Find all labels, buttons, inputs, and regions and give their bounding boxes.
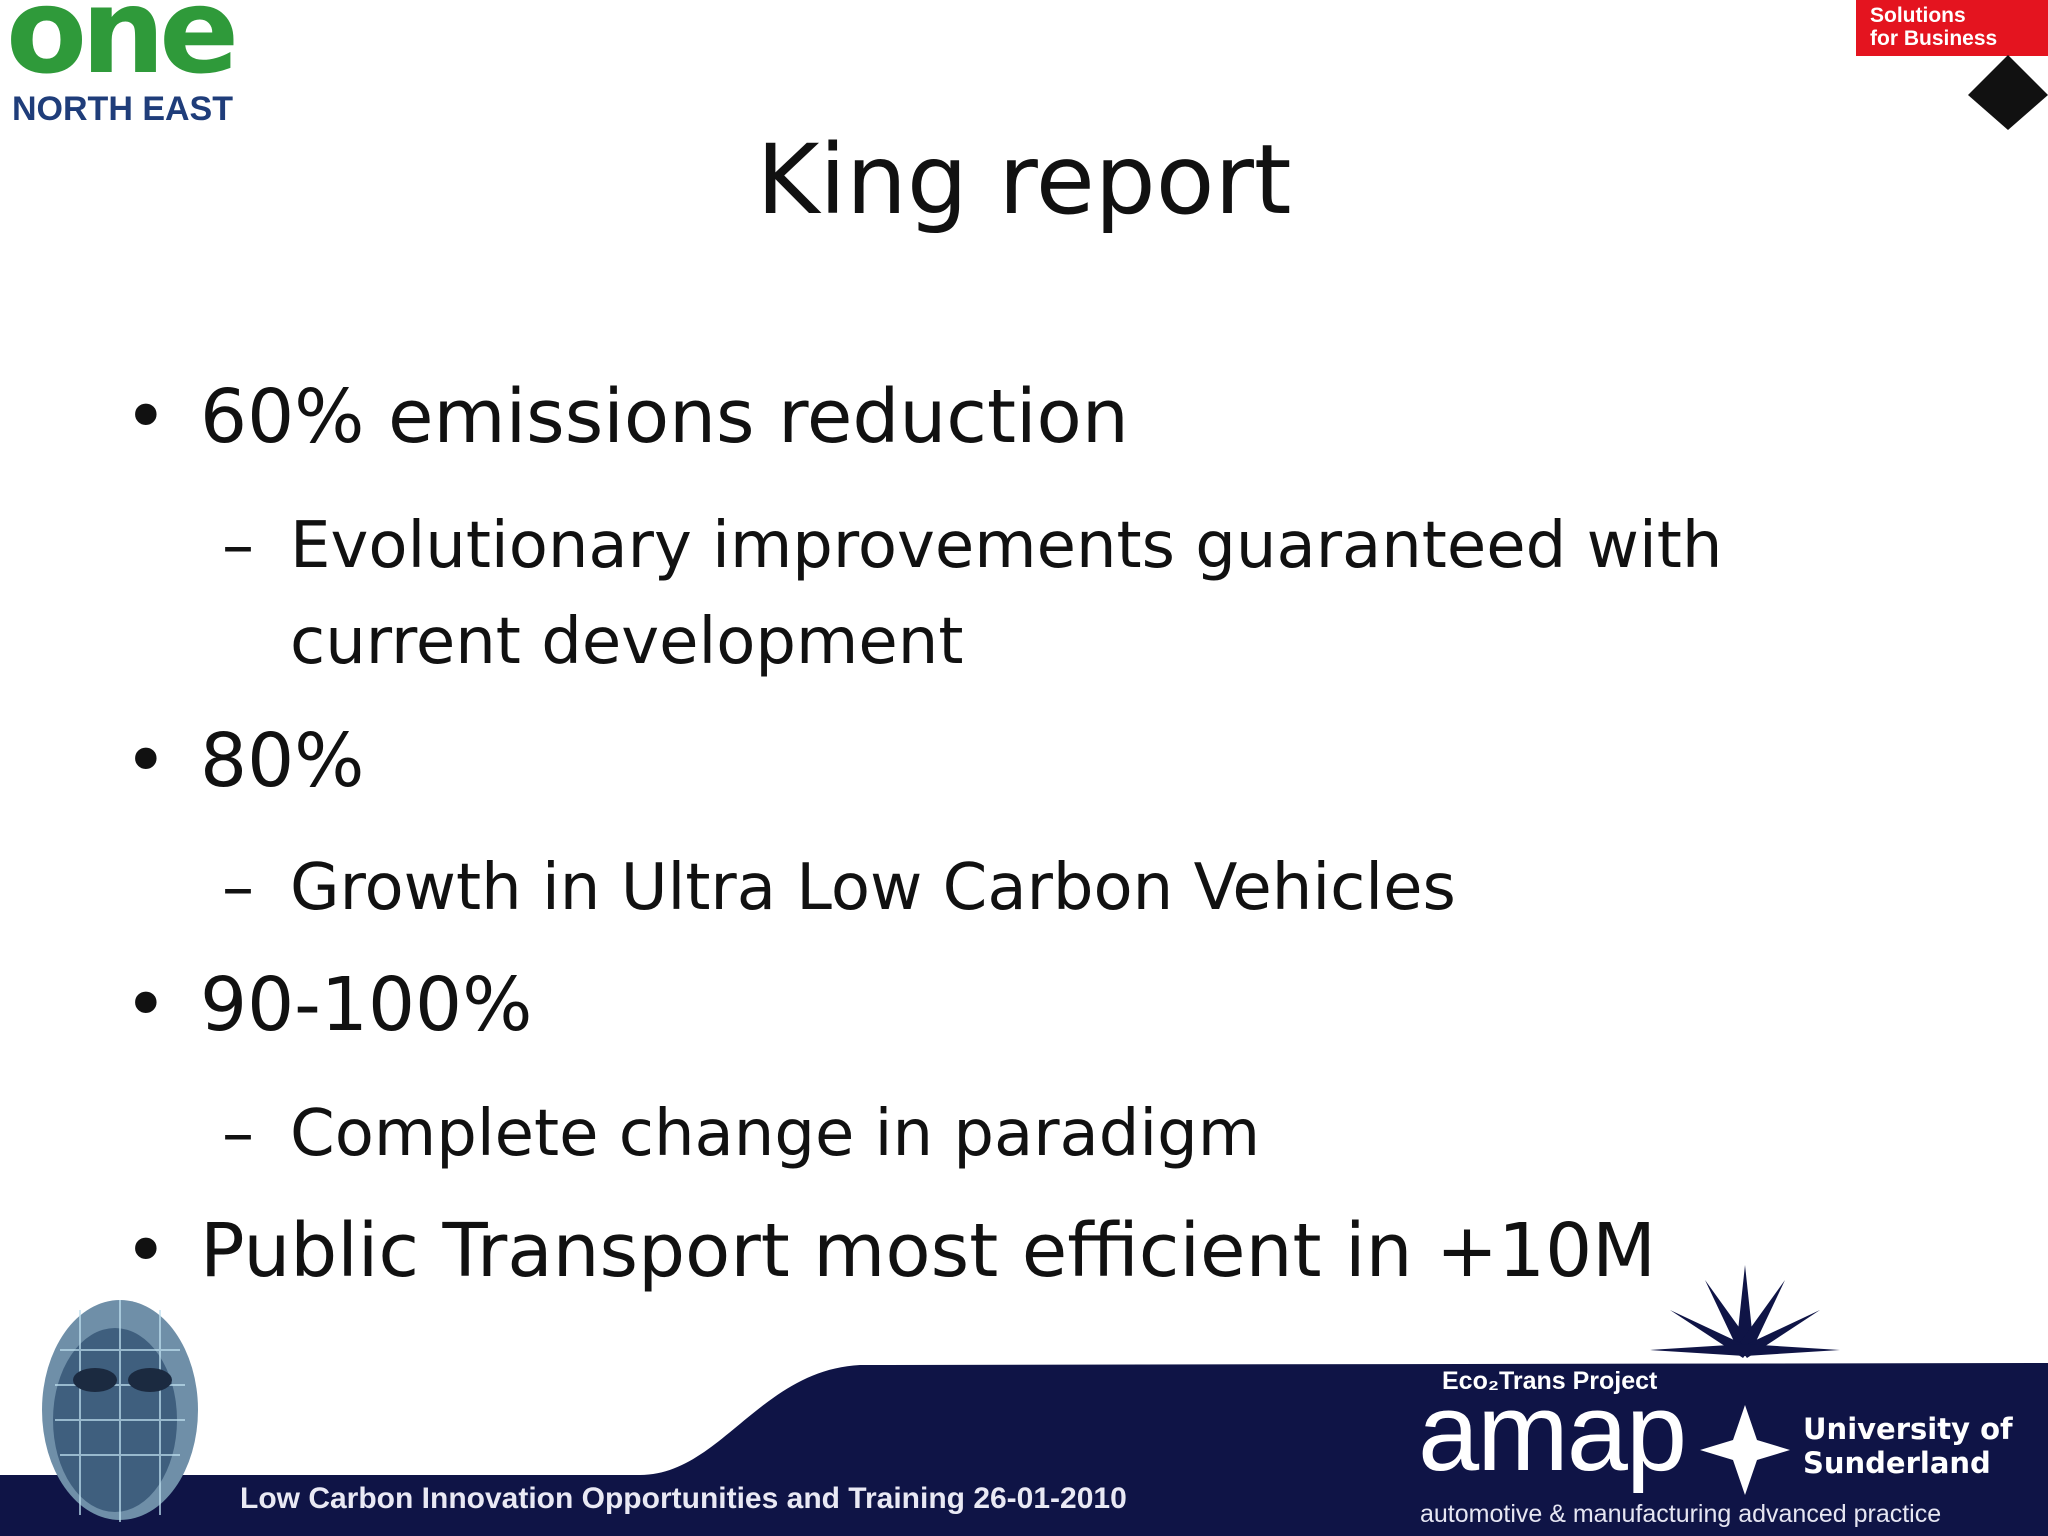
bullet-text: Public Transport most efficient in +10M [200, 1208, 1657, 1294]
footer-event-text: Low Carbon Innovation Opportunities and … [240, 1482, 1127, 1515]
sub-bullet-text: Complete change in paradigm [290, 1097, 1261, 1171]
bullet-dot-icon: • [124, 718, 168, 804]
bullet-dot-icon: • [124, 962, 168, 1048]
wireframe-head-icon [42, 1300, 198, 1522]
sub-bullet-dash-icon: – [222, 1097, 254, 1171]
slide-title: King report [756, 124, 1292, 236]
badge-black-corner-icon [1968, 55, 2048, 130]
sunburst-icon [1650, 1265, 1840, 1358]
logo-subtitle: NORTH EAST [12, 90, 233, 128]
bullet-text: 80% [200, 718, 365, 804]
sunderland-star-icon [1700, 1405, 1790, 1495]
logo-word: one [6, 0, 239, 100]
sub-bullet-text: Growth in Ultra Low Carbon Vehicles [290, 851, 1456, 925]
university-name: University of Sunderland [1803, 1412, 2013, 1480]
bullet-text: 60% emissions reduction [200, 374, 1129, 460]
solutions-for-business-logo: Solutions for Business [1848, 0, 2048, 130]
bullet-dot-icon: • [124, 374, 168, 460]
badge-text: Solutions for Business [1870, 4, 1998, 50]
amap-logo-text: amap [1418, 1371, 1687, 1494]
project-label: Eco₂Trans Project [1442, 1367, 1658, 1395]
amap-tagline: automotive & manufacturing advanced prac… [1420, 1500, 1942, 1528]
bullet-dot-icon: • [124, 1208, 168, 1294]
sub-bullet-dash-icon: – [222, 509, 254, 583]
sub-bullet-dash-icon: – [222, 851, 254, 925]
one-north-east-logo: one NORTH EAST [6, 0, 276, 135]
footer-band [0, 1265, 2048, 1536]
bullet-text: 90-100% [200, 962, 533, 1048]
badge-red-band: Solutions for Business [1856, 0, 2048, 56]
sub-bullet-text: Evolutionary improvements guaranteed wit… [290, 509, 1723, 679]
